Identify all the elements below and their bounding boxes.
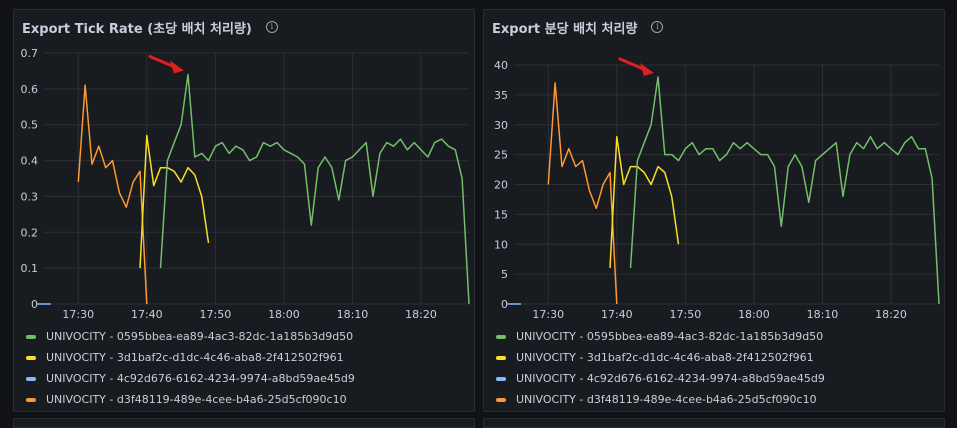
x-tick-label: 18:00 [738, 308, 770, 320]
chart-plot[interactable]: 0 0.1 0.2 0.3 0.4 0.5 0.6 0.7 17:30 17:40 17:50 18:… [14, 10, 476, 320]
legend-item[interactable]: UNIVOCITY - 4c92d676-6162-4234-9974-a8bd… [496, 368, 825, 389]
panel-title[interactable]: Export 분당 배치 처리량 [492, 21, 638, 37]
x-tick-label: 17:50 [200, 308, 232, 320]
next-panel-edge [13, 418, 475, 428]
x-tick-label: 18:00 [268, 308, 300, 320]
y-tick-label: 0 [501, 298, 508, 311]
legend-item[interactable]: UNIVOCITY - 0595bbea-ea89-4ac3-82dc-1a18… [26, 326, 355, 347]
legend-item[interactable]: UNIVOCITY - d3f48119-489e-4cee-b4a6-25d5… [26, 389, 355, 410]
series-line [629, 76, 940, 305]
legend-label: UNIVOCITY - d3f48119-489e-4cee-b4a6-25d5… [46, 393, 347, 406]
y-tick-label: 0.6 [21, 83, 39, 96]
legend-swatch [496, 334, 506, 339]
legend-label: UNIVOCITY - 3d1baf2c-d1dc-4c46-aba8-2f41… [516, 351, 814, 364]
series-line [159, 73, 470, 305]
y-tick-label: 35 [494, 89, 508, 102]
x-tick-label: 17:40 [601, 308, 633, 320]
y-tick-label: 0.2 [21, 226, 39, 239]
legend-item[interactable]: UNIVOCITY - 3d1baf2c-d1dc-4c46-aba8-2f41… [496, 347, 825, 368]
legend-item[interactable]: UNIVOCITY - 4c92d676-6162-4234-9974-a8bd… [26, 368, 355, 389]
chart-legend: UNIVOCITY - 0595bbea-ea89-4ac3-82dc-1a18… [26, 326, 355, 410]
chart-plot[interactable]: 0 5 10 15 20 25 30 35 40 17:30 17:40 17:50 18:00 18:1… [484, 10, 946, 320]
next-panel-edge [483, 418, 945, 428]
legend-item[interactable]: UNIVOCITY - d3f48119-489e-4cee-b4a6-25d5… [496, 389, 825, 410]
legend-swatch [26, 397, 36, 402]
x-tick-label: 18:20 [875, 308, 907, 320]
legend-label: UNIVOCITY - d3f48119-489e-4cee-b4a6-25d5… [516, 393, 817, 406]
panel-header: Export Tick Rate (초당 배치 처리량) i [22, 17, 278, 37]
y-tick-label: 40 [494, 59, 508, 72]
legend-item[interactable]: UNIVOCITY - 3d1baf2c-d1dc-4c46-aba8-2f41… [26, 347, 355, 368]
info-icon[interactable]: i [265, 21, 278, 33]
series-line [139, 134, 210, 269]
legend-swatch [496, 397, 506, 402]
red-arrow-icon [639, 62, 654, 76]
legend-swatch [26, 355, 36, 360]
x-tick-label: 17:30 [532, 308, 564, 320]
panel-tick-rate: Export Tick Rate (초당 배치 처리량) i 0 0.1 0.2 0.… [13, 9, 475, 412]
legend-label: UNIVOCITY - 3d1baf2c-d1dc-4c46-aba8-2f41… [46, 351, 344, 364]
legend-label: UNIVOCITY - 0595bbea-ea89-4ac3-82dc-1a18… [46, 330, 354, 343]
legend-label: UNIVOCITY - 4c92d676-6162-4234-9974-a8bd… [46, 372, 355, 385]
legend-label: UNIVOCITY - 4c92d676-6162-4234-9974-a8bd… [516, 372, 825, 385]
y-tick-label: 5 [501, 268, 508, 281]
legend-swatch [496, 376, 506, 381]
legend-item[interactable]: UNIVOCITY - 0595bbea-ea89-4ac3-82dc-1a18… [496, 326, 825, 347]
x-tick-label: 18:10 [337, 308, 369, 320]
y-tick-label: 25 [494, 149, 508, 162]
series-line [547, 82, 618, 305]
y-tick-label: 0.1 [21, 262, 39, 275]
x-tick-label: 18:10 [807, 308, 839, 320]
legend-swatch [496, 355, 506, 360]
panel-header: Export 분당 배치 처리량 i [492, 17, 664, 37]
x-tick-label: 18:20 [405, 308, 437, 320]
series-line [77, 84, 148, 305]
legend-label: UNIVOCITY - 0595bbea-ea89-4ac3-82dc-1a18… [516, 330, 824, 343]
panel-per-minute: Export 분당 배치 처리량 i 0 5 10 15 20 25 30 35 40 17:30… [483, 9, 945, 412]
y-tick-label: 0.3 [21, 190, 39, 203]
y-tick-label: 0.4 [21, 155, 39, 168]
y-tick-label: 0.7 [21, 47, 39, 60]
legend-swatch [26, 376, 36, 381]
x-tick-label: 17:40 [131, 308, 163, 320]
y-tick-label: 0 [31, 298, 38, 311]
x-tick-label: 17:50 [670, 308, 702, 320]
y-tick-label: 30 [494, 119, 508, 132]
y-tick-label: 0.5 [21, 119, 39, 132]
chart-legend: UNIVOCITY - 0595bbea-ea89-4ac3-82dc-1a18… [496, 326, 825, 410]
y-tick-label: 10 [494, 238, 508, 251]
legend-swatch [26, 334, 36, 339]
y-tick-label: 20 [494, 179, 508, 192]
x-tick-label: 17:30 [62, 308, 94, 320]
red-arrow-icon [169, 60, 184, 74]
info-icon[interactable]: i [651, 21, 664, 33]
y-tick-label: 15 [494, 208, 508, 221]
series-line [609, 135, 680, 269]
panel-title[interactable]: Export Tick Rate (초당 배치 처리량) [22, 21, 252, 37]
